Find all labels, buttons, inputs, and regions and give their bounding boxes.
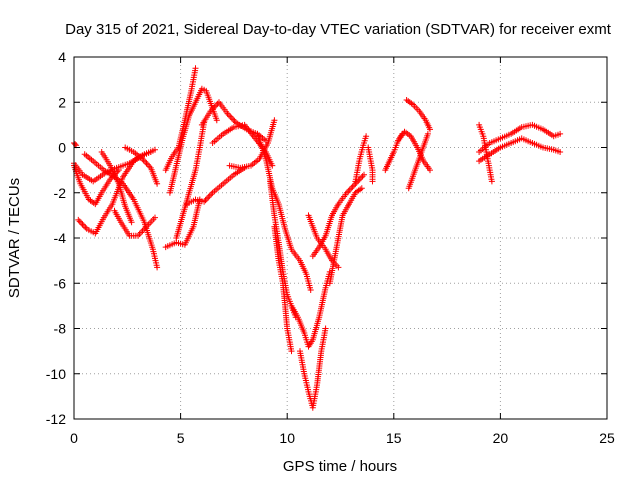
data-point [361, 171, 367, 178]
series-track-07 [122, 144, 161, 187]
chart-title: Day 315 of 2021, Sidereal Day-to-day VTE… [65, 21, 612, 38]
data-point [213, 117, 220, 124]
x-tick-label: 10 [279, 430, 295, 446]
data-point [322, 325, 329, 332]
data-point [115, 167, 122, 174]
series-track-16 [226, 117, 278, 171]
x-tick-label: 0 [70, 430, 78, 446]
data-point [128, 219, 135, 226]
x-tick-label: 20 [493, 430, 509, 446]
data-point [192, 65, 199, 72]
y-axis-title: SDTVAR / TECUs [6, 178, 23, 298]
x-tick-label: 5 [177, 430, 185, 446]
x-tick-label: 15 [386, 430, 402, 446]
y-tick-label: -4 [54, 230, 67, 246]
series-track-09 [162, 196, 203, 251]
y-tick-label: -8 [54, 321, 67, 337]
series-track-06 [98, 149, 135, 226]
series-track-02 [71, 162, 122, 208]
data-point [271, 117, 278, 124]
series-track-31 [476, 121, 564, 155]
series-track-22 [309, 171, 367, 260]
data-point [307, 287, 314, 293]
axis-ticks: 0 5 10 15 20 25 -12 -10 -8 -6 -4 -2 0 2 4 [46, 49, 615, 446]
y-tick-label: 0 [58, 140, 66, 156]
data-point [557, 149, 564, 155]
x-axis-title: GPS time / hours [283, 458, 397, 475]
data-point [152, 214, 158, 221]
plot-area [74, 57, 607, 419]
y-tick-label: -6 [54, 275, 67, 291]
data-point [72, 141, 79, 148]
data-point [288, 348, 295, 355]
series-track-33 [476, 121, 495, 185]
data-point [488, 178, 495, 185]
y-tick-label: 2 [58, 94, 66, 110]
data-point [363, 133, 370, 140]
data-point [427, 167, 433, 174]
series-track-26 [365, 144, 376, 185]
series-track-21 [297, 325, 329, 411]
y-tick-label: -10 [46, 366, 66, 382]
y-tick-label: -12 [46, 411, 66, 427]
data-points [71, 65, 564, 411]
y-tick-label: -2 [54, 185, 67, 201]
data-point [424, 130, 431, 137]
series-track-25 [352, 133, 370, 185]
data-point [427, 126, 433, 133]
series-track-24 [326, 185, 365, 287]
data-point [154, 180, 161, 187]
x-tick-label: 25 [599, 430, 615, 446]
series-track-05 [111, 207, 158, 239]
series-track-28 [403, 97, 433, 133]
series-track-30 [405, 130, 431, 192]
series-track-13 [184, 164, 248, 208]
data-point [154, 264, 161, 271]
data-point [335, 264, 342, 271]
series-track-11 [166, 85, 220, 196]
series-track-19 [271, 223, 295, 355]
data-point [152, 146, 158, 153]
series-track-32 [476, 135, 564, 165]
series-track-17 [254, 130, 314, 293]
data-point [358, 185, 365, 192]
y-tick-label: 4 [58, 49, 66, 65]
data-point [557, 130, 564, 137]
data-point [369, 178, 376, 185]
